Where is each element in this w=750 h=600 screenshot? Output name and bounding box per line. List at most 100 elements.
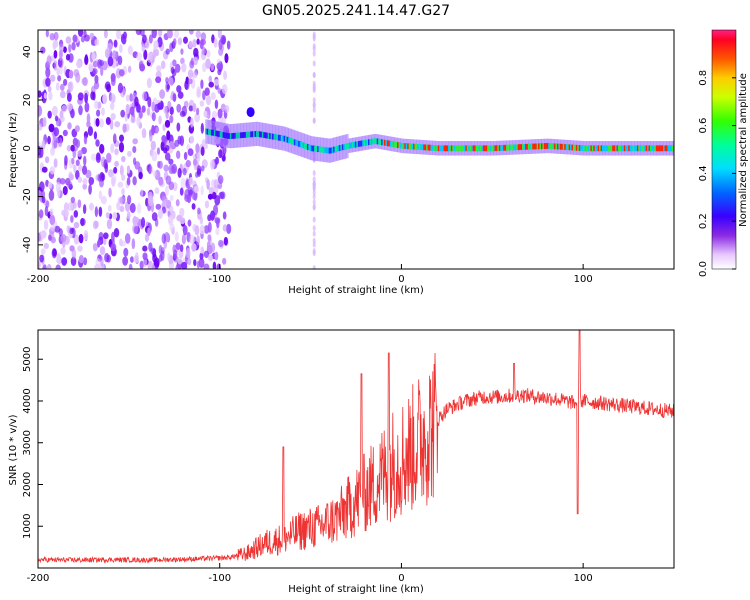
- noise-cell: [152, 49, 157, 59]
- noise-cell: [54, 225, 61, 233]
- signal-cell: [279, 135, 282, 141]
- noise-cell: [217, 175, 224, 185]
- signal-cell: [586, 145, 589, 152]
- noise-cell: [74, 125, 80, 133]
- signal-cell: [523, 144, 527, 150]
- signal-cell: [482, 145, 486, 152]
- noise-cell: [59, 110, 64, 119]
- noise-cell: [119, 196, 126, 205]
- noise-cell: [199, 100, 205, 107]
- noise-cell: [214, 99, 219, 109]
- noise-cell: [64, 155, 68, 166]
- signal-cell: [325, 147, 329, 154]
- signal-cell: [311, 145, 314, 152]
- noise-cell: [127, 65, 132, 74]
- noise-cell: [169, 106, 174, 115]
- noise-cell: [173, 249, 178, 260]
- signal-cell: [559, 143, 563, 150]
- noise-cell: [57, 186, 61, 198]
- noise-cell: [110, 143, 115, 154]
- noise-cell: [193, 158, 197, 166]
- noise-cell: [140, 217, 146, 228]
- signal-cell: [263, 132, 266, 138]
- noise-cell: [70, 144, 76, 152]
- noise-cell: [110, 93, 116, 104]
- signal-cell: [498, 145, 502, 151]
- signal-cell: [549, 143, 553, 149]
- snr-x-ticks: -200 -100 0 100: [27, 563, 593, 584]
- noise-cell: [71, 157, 75, 165]
- noise-cell: [143, 49, 148, 61]
- signal-cell: [413, 143, 416, 150]
- noise-cell: [169, 140, 174, 149]
- signal-cell: [235, 132, 239, 139]
- signal-cell: [238, 132, 242, 139]
- signal-cell: [472, 145, 476, 152]
- noise-cell: [125, 94, 130, 102]
- noise-cell: [153, 40, 159, 50]
- noise-cell: [158, 208, 163, 219]
- signal-cell: [242, 132, 246, 138]
- signal-cell: [636, 145, 640, 152]
- noise-cell: [118, 69, 125, 77]
- spectrogram-frame: [37, 29, 675, 270]
- signal-cell: [253, 131, 256, 137]
- signal-cell: [257, 131, 261, 137]
- noise-cell: [210, 159, 215, 170]
- noise-cell: [163, 105, 168, 115]
- noise-cell: [68, 43, 72, 53]
- signal-cell: [354, 141, 358, 148]
- noise-cell: [213, 179, 219, 189]
- noise-cell: [187, 148, 194, 157]
- noise-cell: [132, 138, 138, 145]
- noise-cell: [112, 212, 118, 220]
- noise-cell: [41, 196, 46, 204]
- noise-cell: [46, 263, 52, 269]
- signal-cell: [324, 147, 327, 154]
- noise-cell: [150, 140, 156, 151]
- noise-cell: [180, 178, 186, 189]
- noise-cell: [68, 173, 74, 181]
- noise-cell: [53, 31, 59, 41]
- noise-cell: [147, 52, 153, 63]
- noise-cell: [149, 131, 153, 142]
- noise-cell: [85, 169, 92, 179]
- noise-cell: [312, 203, 316, 210]
- signal-cell: [314, 145, 317, 152]
- signal-cell: [471, 145, 474, 152]
- noise-cell: [131, 238, 136, 250]
- noise-cell: [110, 73, 116, 82]
- noise-cell: [166, 130, 171, 141]
- noise-cell: [88, 64, 94, 73]
- signal-cell: [213, 130, 217, 137]
- noise-cell: [86, 113, 91, 124]
- noise-cell: [73, 143, 79, 152]
- noise-cell: [59, 90, 66, 99]
- noise-cell: [59, 49, 63, 59]
- noise-cell: [168, 181, 175, 191]
- noise-cell: [153, 257, 160, 268]
- noise-cell: [127, 150, 132, 157]
- signal-cell: [567, 144, 570, 151]
- signal-cell: [383, 139, 387, 146]
- signal-cell: [449, 145, 452, 152]
- noise-cell: [58, 43, 64, 52]
- noise-cell: [157, 36, 163, 48]
- signal-cell: [645, 145, 649, 152]
- signal-cell: [641, 145, 644, 152]
- signal-cell: [336, 145, 339, 152]
- signal-cell: [258, 131, 262, 138]
- noise-cell: [162, 123, 166, 132]
- noise-cell: [57, 75, 62, 82]
- signal-cell: [391, 141, 394, 147]
- signal-cell: [261, 131, 265, 138]
- signal-cell: [304, 143, 307, 149]
- signal-cell: [426, 144, 429, 151]
- y-tick-label: 5000: [22, 347, 33, 372]
- signal-cell: [626, 145, 630, 152]
- signal-cell: [437, 145, 441, 152]
- noise-cell: [69, 227, 74, 235]
- noise-cell: [312, 247, 316, 254]
- noise-cell: [187, 78, 193, 85]
- noise-cell: [92, 60, 98, 68]
